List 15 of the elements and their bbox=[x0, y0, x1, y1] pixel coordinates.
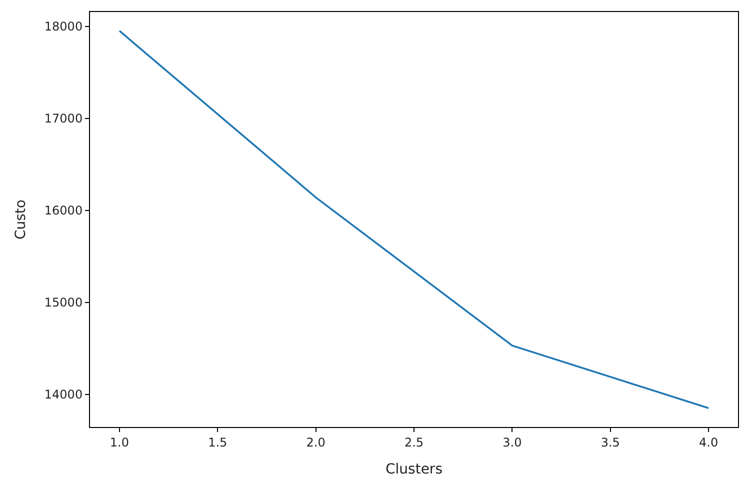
y-tick-label: 16000 bbox=[44, 204, 83, 218]
x-tick-label: 2.0 bbox=[306, 435, 326, 450]
x-axis-title: Clusters bbox=[386, 462, 442, 478]
y-tick-label: 18000 bbox=[44, 19, 83, 34]
x-tick-label: 2.5 bbox=[404, 435, 424, 450]
x-tick-label: 1.0 bbox=[110, 435, 129, 450]
y-axis-title: Custo bbox=[13, 200, 30, 240]
y-tick-label: 14000 bbox=[44, 388, 83, 402]
x-tick-label: 3.0 bbox=[502, 435, 522, 450]
x-tick-label: 1.5 bbox=[208, 435, 228, 450]
line-series bbox=[118, 30, 710, 410]
y-tick-label: 15000 bbox=[44, 296, 83, 310]
x-tick-label: 3.5 bbox=[600, 435, 620, 450]
x-tick-label: 4.0 bbox=[699, 435, 718, 450]
y-tick-label: 17000 bbox=[44, 111, 83, 126]
